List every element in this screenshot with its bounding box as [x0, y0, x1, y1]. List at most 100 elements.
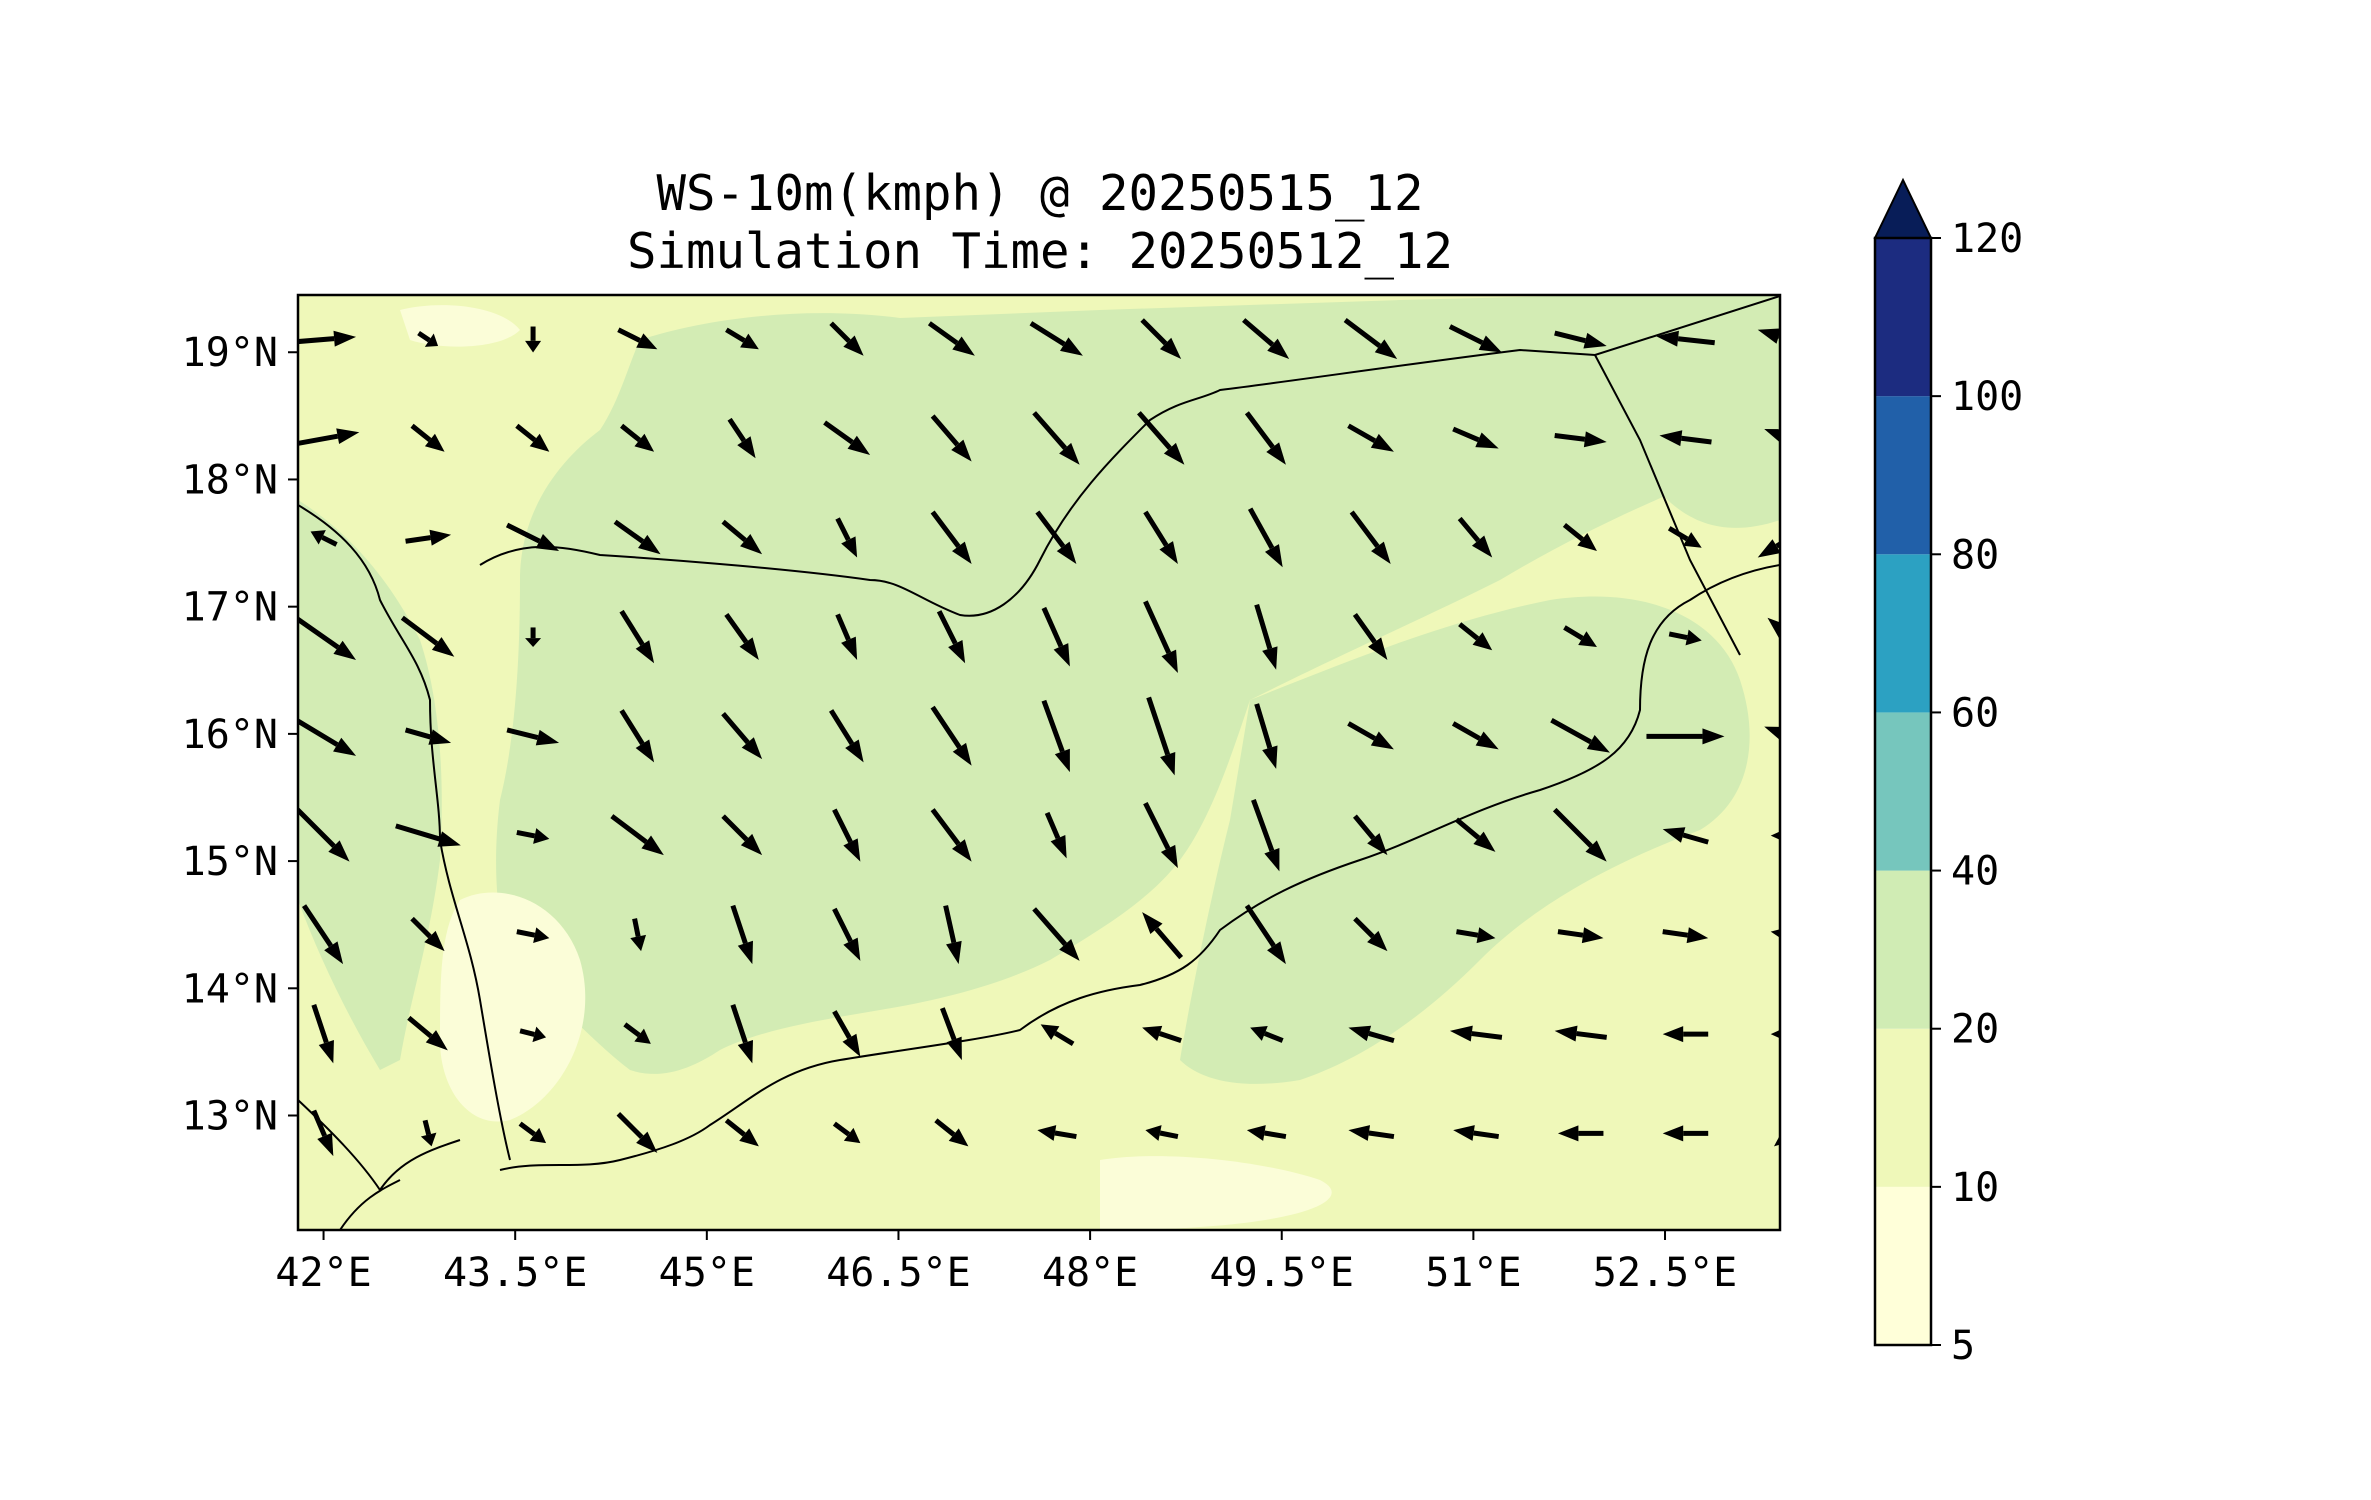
wind-arrow-shaft — [828, 709, 855, 746]
wind-arrow-head — [1583, 332, 1607, 349]
wind-arrow — [1557, 927, 1604, 944]
wind-arrow-head — [1160, 844, 1178, 869]
wind-arrow-head — [1054, 748, 1070, 773]
wind-arrow-head — [739, 637, 759, 660]
colorbar-segment — [1875, 554, 1931, 713]
wind-arrow-head — [737, 436, 756, 459]
wind-arrow-head — [1583, 431, 1607, 448]
wind-arrow — [1668, 629, 1702, 646]
wind-arrow — [400, 615, 455, 657]
x-axis-ticks: 42°E 43.5°E 45°E 46.5°E 48°E 49.5°E 51°E 52.5°E — [275, 1230, 1737, 1296]
wind-arrow-head — [533, 927, 550, 944]
wind-arrow-head — [1161, 649, 1178, 673]
wind-arrow — [1557, 1125, 1604, 1142]
x-tick-label: 46.5°E — [826, 1250, 971, 1296]
wind-arrow-head — [1059, 442, 1080, 465]
wind-arrow-shaft — [1041, 606, 1064, 648]
wind-arrow-head — [318, 1039, 334, 1064]
wind-arrow-shaft — [1343, 318, 1382, 348]
wind-arrow-head — [845, 739, 864, 763]
border-yemen-oman — [1594, 354, 1741, 656]
wind-arrow — [301, 904, 344, 965]
wind-arrow — [1242, 318, 1290, 360]
wind-arrow-head — [1246, 1125, 1266, 1141]
wind-arrow-shaft — [623, 1022, 641, 1038]
coastline-gulf-of-aden — [499, 564, 1780, 1171]
x-tick-label: 52.5°E — [1593, 1250, 1738, 1296]
colorbar-tick-label: 10 — [1951, 1165, 1999, 1211]
wind-arrow-shaft — [1244, 411, 1275, 449]
x-tick-label: 51°E — [1425, 1250, 1521, 1296]
wind-arrow-head — [1764, 428, 1780, 443]
wind-arrow-shaft — [930, 510, 961, 548]
wind-arrow — [1770, 929, 1780, 938]
wind-arrow-shaft — [1254, 603, 1273, 650]
wind-arrow-head — [1686, 927, 1709, 944]
wind-arrow — [311, 1004, 334, 1064]
wind-arrow-head — [841, 636, 858, 660]
wind-arrow — [835, 517, 858, 558]
wind-arrow — [1764, 726, 1780, 741]
wind-arrow — [1347, 721, 1394, 750]
wind-arrow-head — [641, 835, 664, 856]
wind-arrow-head — [1475, 432, 1499, 449]
wind-arrow-head — [1577, 533, 1597, 551]
wind-arrow-head — [525, 638, 542, 647]
wind-arrow-shaft — [619, 709, 645, 746]
wind-arrow-head — [1757, 328, 1780, 344]
wind-arrow-head — [948, 639, 966, 664]
wind-arrow — [1452, 426, 1499, 449]
wind-arrow — [1767, 617, 1813, 657]
wind-arrow-shaft — [1044, 811, 1061, 840]
wind-arrow — [623, 1022, 651, 1044]
contour-5-10-west — [440, 892, 586, 1122]
wind-arrow — [630, 918, 647, 952]
wind-arrow — [721, 712, 763, 760]
wind-arrow-head — [630, 934, 647, 952]
wind-arrow — [1458, 622, 1493, 651]
wind-arrow-shaft — [721, 712, 750, 745]
wind-arrow-shaft — [1352, 612, 1377, 644]
map-panel: 42°E 43.5°E 45°E 46.5°E 48°E 49.5°E 51°E 52.5°E… — [182, 293, 1813, 1296]
wind-arrow-shaft — [829, 321, 851, 343]
wind-arrow-shaft — [1458, 622, 1480, 641]
wind-arrow-head — [424, 433, 445, 452]
wind-arrow-head — [529, 433, 550, 452]
y-tick-label: 17°N — [182, 585, 278, 631]
map-title: WS-10m(kmph) @ 20250515_12 — [656, 165, 1423, 222]
wind-arrow — [1032, 411, 1080, 465]
wind-arrow-head — [1585, 840, 1607, 862]
wind-arrow-shaft — [930, 808, 961, 846]
wind-arrow — [1770, 831, 1780, 840]
wind-arrow-shaft — [724, 612, 749, 644]
wind-arrow-shaft — [632, 918, 641, 937]
wind-arrow-head — [1586, 734, 1610, 753]
wind-arrow-head — [1056, 541, 1077, 564]
x-tick-label: 49.5°E — [1209, 1250, 1354, 1296]
wind-arrow-shaft — [1457, 516, 1481, 543]
wind-arrow-shaft — [1784, 632, 1813, 657]
wind-arrow — [835, 613, 858, 660]
wind-arrow-shaft — [1456, 929, 1479, 938]
wind-arrow-shaft — [410, 916, 432, 939]
wind-arrow-head — [1757, 539, 1780, 558]
wind-arrow — [1143, 510, 1178, 564]
wind-arrow — [1457, 516, 1493, 558]
wind-arrow — [1552, 807, 1607, 862]
wind-arrow — [516, 828, 550, 844]
coastline-horn-of-africa — [298, 1099, 461, 1230]
wind-arrow-shaft — [610, 814, 648, 844]
wind-arrow-shaft — [1368, 1130, 1395, 1140]
wind-arrow-shaft — [1041, 699, 1065, 753]
wind-arrow — [940, 1007, 962, 1061]
wind-arrow — [1563, 625, 1597, 647]
colorbar-tick-label: 80 — [1951, 532, 1999, 578]
wind-arrow-shaft — [823, 420, 854, 445]
wind-arrow-head — [1659, 430, 1683, 447]
wind-arrow-shaft — [835, 613, 851, 641]
x-tick-label: 43.5°E — [443, 1250, 588, 1296]
wind-arrow — [823, 420, 871, 455]
wind-arrow-shaft — [400, 615, 439, 646]
wind-arrow-shaft — [1247, 507, 1275, 550]
wind-arrow — [832, 907, 861, 961]
